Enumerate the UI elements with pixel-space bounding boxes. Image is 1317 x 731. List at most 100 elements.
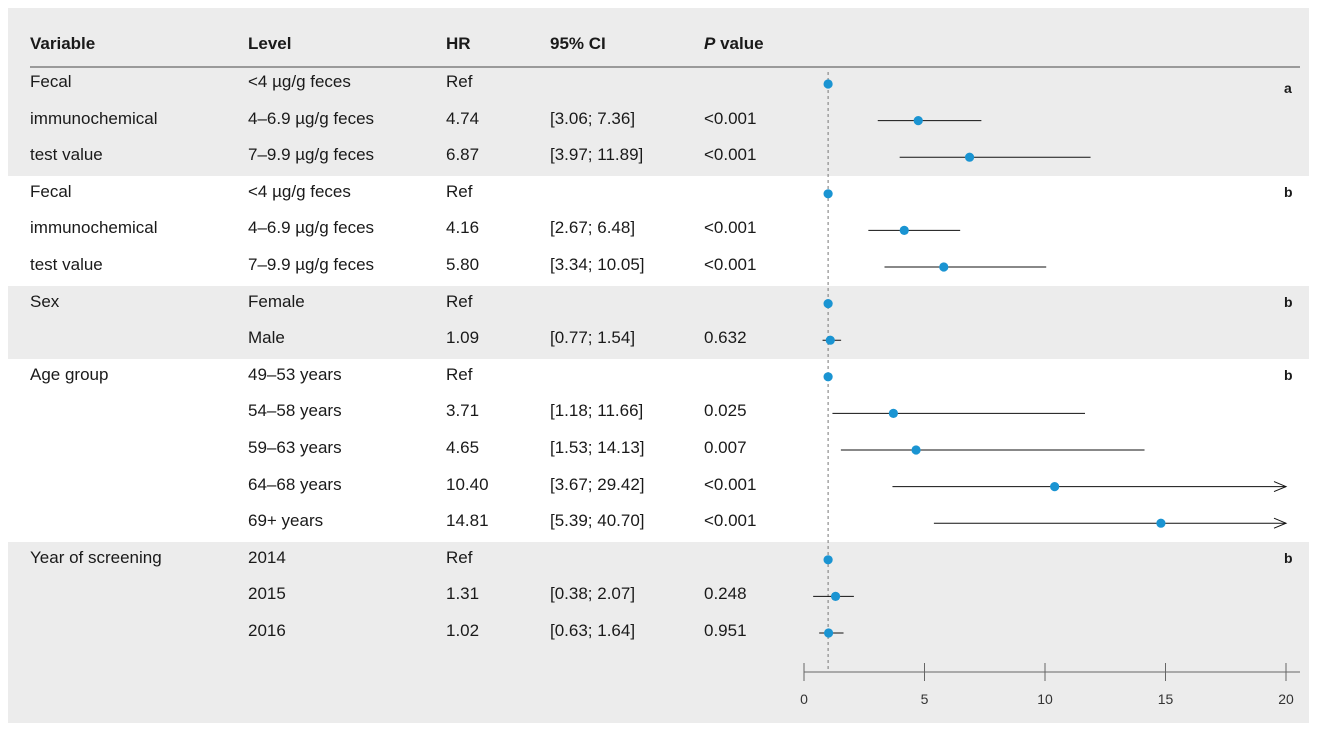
p-value-cell: <0.001: [704, 218, 757, 238]
level-cell: 2014: [248, 547, 286, 567]
hr-cell: 3.71: [446, 401, 480, 421]
level-cell: 4–6.9 µg/g feces: [248, 108, 375, 128]
hr-point: [823, 189, 833, 199]
group-tag: b: [1284, 366, 1293, 383]
x-tick-label: 0: [800, 691, 808, 707]
level-cell: Female: [248, 291, 305, 311]
hr-point: [823, 555, 833, 565]
level-cell: <4 µg/g feces: [248, 181, 351, 201]
variable-label: test value: [30, 145, 103, 165]
hr-cell: Ref: [446, 72, 473, 91]
variable-label: Year of screening: [30, 547, 162, 567]
p-value-cell: 0.007: [704, 438, 747, 457]
hr-point: [823, 299, 833, 309]
hr-cell: 14.81: [446, 511, 489, 531]
level-cell: 7–9.9 µg/g feces: [248, 255, 375, 274]
hr-cell: 1.02: [446, 621, 480, 640]
hr-cell: 5.80: [446, 255, 480, 274]
group-tag: b: [1284, 183, 1293, 200]
variable-label: Fecal: [30, 181, 72, 201]
ci-cell: [1.53; 14.13]: [550, 438, 645, 457]
p-value-cell: <0.001: [704, 511, 757, 531]
hr-cell: Ref: [446, 364, 473, 384]
hr-cell: 6.87: [446, 145, 480, 165]
ci-cell: [3.97; 11.89]: [550, 145, 644, 165]
variable-label: immunochemical: [30, 108, 158, 128]
hr-point: [830, 591, 841, 602]
ci-arrow: [1273, 517, 1288, 529]
ci-cell: [0.38; 2.07]: [550, 584, 636, 604]
hr-cell: 4.65: [446, 438, 480, 457]
header-p-rest: value: [715, 34, 764, 53]
hr-point: [1050, 482, 1060, 492]
x-tick-label: 5: [921, 691, 929, 707]
level-cell: 54–58 years: [248, 401, 342, 421]
hr-point: [825, 335, 835, 345]
level-cell: 64–68 years: [248, 474, 342, 494]
level-cell: 49–53 years: [248, 364, 342, 384]
level-cell: 4–6.9 µg/g feces: [248, 218, 375, 238]
ci-cell: [3.34; 10.05]: [550, 255, 645, 274]
level-cell: 69+ years: [248, 511, 324, 531]
hr-point: [899, 225, 909, 235]
hr-point: [823, 79, 833, 89]
p-value-cell: <0.001: [704, 474, 757, 494]
group-tag: a: [1284, 80, 1292, 96]
ci-arrow: [1273, 481, 1288, 493]
variable-label: test value: [30, 255, 103, 274]
ci-cell: [1.18; 11.66]: [550, 401, 644, 421]
ci-cell: [0.77; 1.54]: [550, 328, 636, 348]
hr-cell: 4.16: [446, 218, 480, 238]
ci-cell: [2.67; 6.48]: [550, 218, 636, 238]
hr-cell: 10.40: [446, 474, 489, 494]
x-tick-label: 20: [1278, 691, 1294, 707]
hr-cell: 1.09: [446, 328, 480, 348]
header-level: Level: [248, 34, 292, 53]
hr-point: [823, 372, 833, 382]
group-tag: b: [1284, 549, 1293, 566]
level-cell: 7–9.9 µg/g feces: [248, 145, 375, 165]
ci-cell: [5.39; 40.70]: [550, 511, 645, 531]
hr-cell: Ref: [446, 547, 473, 567]
header-rule: [30, 66, 1300, 68]
level-cell: 59–63 years: [248, 438, 342, 457]
variable-label: Fecal: [30, 72, 72, 91]
hr-point: [911, 445, 921, 455]
hr-point: [939, 262, 949, 272]
header-variable: Variable: [30, 34, 96, 53]
p-value-cell: <0.001: [704, 108, 757, 128]
hr-point: [1156, 518, 1166, 528]
variable-label: immunochemical: [30, 218, 158, 238]
level-cell: 2015: [248, 584, 286, 604]
p-value-cell: 0.951: [704, 621, 747, 640]
hr-cell: Ref: [446, 181, 473, 201]
header-p-italic: P: [704, 34, 716, 53]
ci-cell: [3.06; 7.36]: [550, 108, 636, 128]
hr-point: [823, 628, 834, 638]
p-value-cell: 0.632: [704, 328, 747, 348]
header-hr: HR: [446, 34, 471, 53]
group-band: [8, 175, 1309, 286]
ci-cell: [0.63; 1.64]: [550, 621, 636, 640]
p-value-cell: 0.025: [704, 401, 747, 421]
variable-label: Age group: [30, 364, 109, 384]
x-tick-label: 10: [1037, 691, 1053, 707]
header-p-value: P value: [704, 34, 764, 54]
hr-cell: Ref: [446, 291, 473, 311]
ci-cell: [3.67; 29.42]: [550, 474, 645, 494]
hr-point: [888, 408, 899, 418]
level-cell: <4 µg/g feces: [248, 72, 351, 91]
header-ci: 95% CI: [550, 34, 606, 53]
variable-label: Sex: [30, 291, 60, 311]
hr-point: [913, 116, 923, 126]
hr-cell: 4.74: [446, 108, 480, 128]
p-value-cell: <0.001: [704, 145, 757, 165]
hr-cell: 1.31: [446, 584, 480, 604]
p-value-cell: <0.001: [704, 255, 757, 274]
x-tick-label: 15: [1158, 691, 1174, 707]
p-value-cell: 0.248: [704, 584, 747, 604]
group-tag: b: [1284, 293, 1293, 310]
level-cell: 2016: [248, 621, 286, 640]
hr-point: [964, 152, 975, 162]
